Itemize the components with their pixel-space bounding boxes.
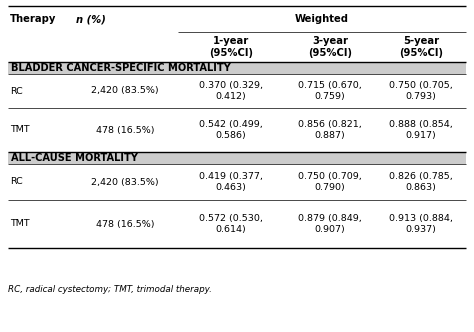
Text: 0.572 (0.530,
0.614): 0.572 (0.530, 0.614) bbox=[199, 214, 263, 234]
Text: 0.370 (0.329,
0.412): 0.370 (0.329, 0.412) bbox=[199, 81, 263, 101]
Text: ALL-CAUSE MORTALITY: ALL-CAUSE MORTALITY bbox=[11, 153, 138, 163]
Bar bbox=[8, 152, 466, 164]
Text: 1-year
(95%CI): 1-year (95%CI) bbox=[209, 36, 253, 58]
Bar bbox=[8, 164, 466, 248]
Text: 0.856 (0.821,
0.887): 0.856 (0.821, 0.887) bbox=[298, 120, 362, 140]
Text: 478 (16.5%): 478 (16.5%) bbox=[96, 219, 154, 228]
Text: 5-year
(95%CI): 5-year (95%CI) bbox=[399, 36, 443, 58]
Text: RC: RC bbox=[10, 87, 23, 96]
Text: 0.542 (0.499,
0.586): 0.542 (0.499, 0.586) bbox=[199, 120, 263, 140]
Bar bbox=[8, 6, 466, 62]
Text: 0.419 (0.377,
0.463): 0.419 (0.377, 0.463) bbox=[199, 172, 263, 192]
Text: 0.913 (0.884,
0.937): 0.913 (0.884, 0.937) bbox=[389, 214, 453, 234]
Text: TMT: TMT bbox=[10, 125, 29, 134]
Text: 3-year
(95%CI): 3-year (95%CI) bbox=[308, 36, 352, 58]
Text: 0.715 (0.670,
0.759): 0.715 (0.670, 0.759) bbox=[298, 81, 362, 101]
Bar bbox=[8, 74, 466, 152]
Text: RC: RC bbox=[10, 178, 23, 187]
Text: 478 (16.5%): 478 (16.5%) bbox=[96, 125, 154, 134]
Text: 0.826 (0.785,
0.863): 0.826 (0.785, 0.863) bbox=[389, 172, 453, 192]
Text: 0.750 (0.709,
0.790): 0.750 (0.709, 0.790) bbox=[298, 172, 362, 192]
Bar bbox=[8, 62, 466, 74]
Text: RC, radical cystectomy; TMT, trimodal therapy.: RC, radical cystectomy; TMT, trimodal th… bbox=[8, 285, 212, 294]
Text: 2,420 (83.5%): 2,420 (83.5%) bbox=[91, 178, 159, 187]
Text: 0.750 (0.705,
0.793): 0.750 (0.705, 0.793) bbox=[389, 81, 453, 101]
Text: 2,420 (83.5%): 2,420 (83.5%) bbox=[91, 87, 159, 96]
Text: Therapy: Therapy bbox=[10, 14, 56, 24]
Text: n (%): n (%) bbox=[76, 14, 106, 24]
Text: Weighted: Weighted bbox=[295, 14, 349, 24]
Text: 0.888 (0.854,
0.917): 0.888 (0.854, 0.917) bbox=[389, 120, 453, 140]
Text: 0.879 (0.849,
0.907): 0.879 (0.849, 0.907) bbox=[298, 214, 362, 234]
Text: BLADDER CANCER-SPECIFIC MORTALITY: BLADDER CANCER-SPECIFIC MORTALITY bbox=[11, 63, 231, 73]
Text: TMT: TMT bbox=[10, 219, 29, 228]
